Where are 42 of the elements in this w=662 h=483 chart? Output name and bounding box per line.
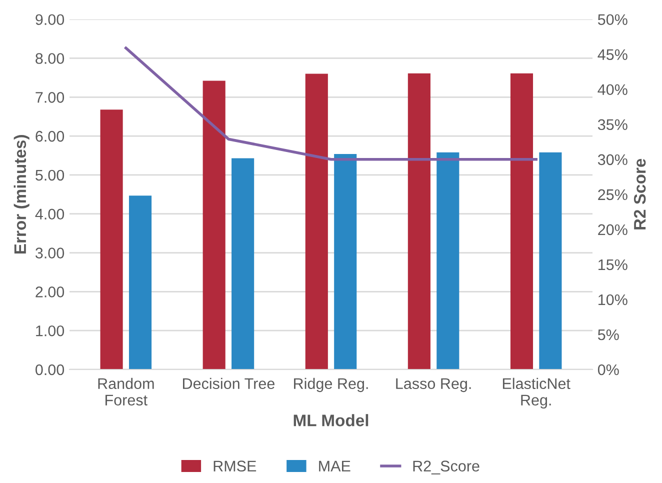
y-tick-label: 3.00 — [36, 248, 64, 258]
bar — [334, 154, 357, 370]
y-tick-label: 1.00 — [36, 325, 64, 336]
y-tick-label: 5.00 — [36, 170, 64, 181]
y-tick-label: 7.00 — [36, 92, 64, 103]
x-axis-title: ML Model — [294, 414, 368, 426]
y2-tick-label: 45% — [598, 49, 628, 60]
y2-tick-label: 0% — [598, 364, 619, 376]
y2-tick-label: 50% — [598, 14, 628, 26]
x-tick-label: Random Forest — [98, 378, 154, 406]
x-tick-label: ElasticNet Reg. — [502, 378, 570, 409]
bar — [100, 110, 123, 370]
bar — [232, 158, 254, 370]
y2-tick-label: 5% — [598, 329, 619, 340]
bar — [436, 152, 460, 370]
y2-axis-title: R2 Score — [634, 158, 646, 230]
y-tick-label: 6.00 — [36, 130, 64, 142]
y-axis-title: Error (minutes) — [14, 135, 30, 254]
bar — [539, 152, 562, 370]
legend-label: RMSE — [214, 460, 256, 472]
y2-tick-label: 40% — [598, 84, 628, 96]
y2-tick-label: 25% — [598, 189, 628, 200]
bar — [305, 74, 328, 370]
y2-tick-label: 10% — [598, 294, 628, 306]
y-tick-label: 2.00 — [36, 286, 64, 298]
x-tick-label: Lasso Reg. — [396, 378, 471, 392]
y2-tick-label: 35% — [598, 119, 628, 130]
y-tick-label: 4.00 — [35, 208, 64, 220]
y-tick-label: 0.00 — [36, 364, 64, 376]
y2-tick-label: 30% — [598, 154, 628, 166]
bar — [408, 73, 430, 370]
y2-tick-label: 15% — [598, 259, 628, 270]
y-tick-label: 9.00 — [36, 14, 64, 26]
bar — [128, 196, 152, 370]
legend-label: MAE — [319, 460, 350, 472]
legend-label: R2_Score — [413, 460, 480, 474]
x-tick-label: Ridge Reg. — [294, 378, 368, 392]
x-tick-label: Decision Tree — [183, 378, 274, 390]
y2-tick-label: 20% — [598, 224, 628, 236]
bar — [202, 80, 226, 370]
y-tick-label: 8.00 — [36, 53, 64, 64]
bar — [510, 73, 534, 370]
